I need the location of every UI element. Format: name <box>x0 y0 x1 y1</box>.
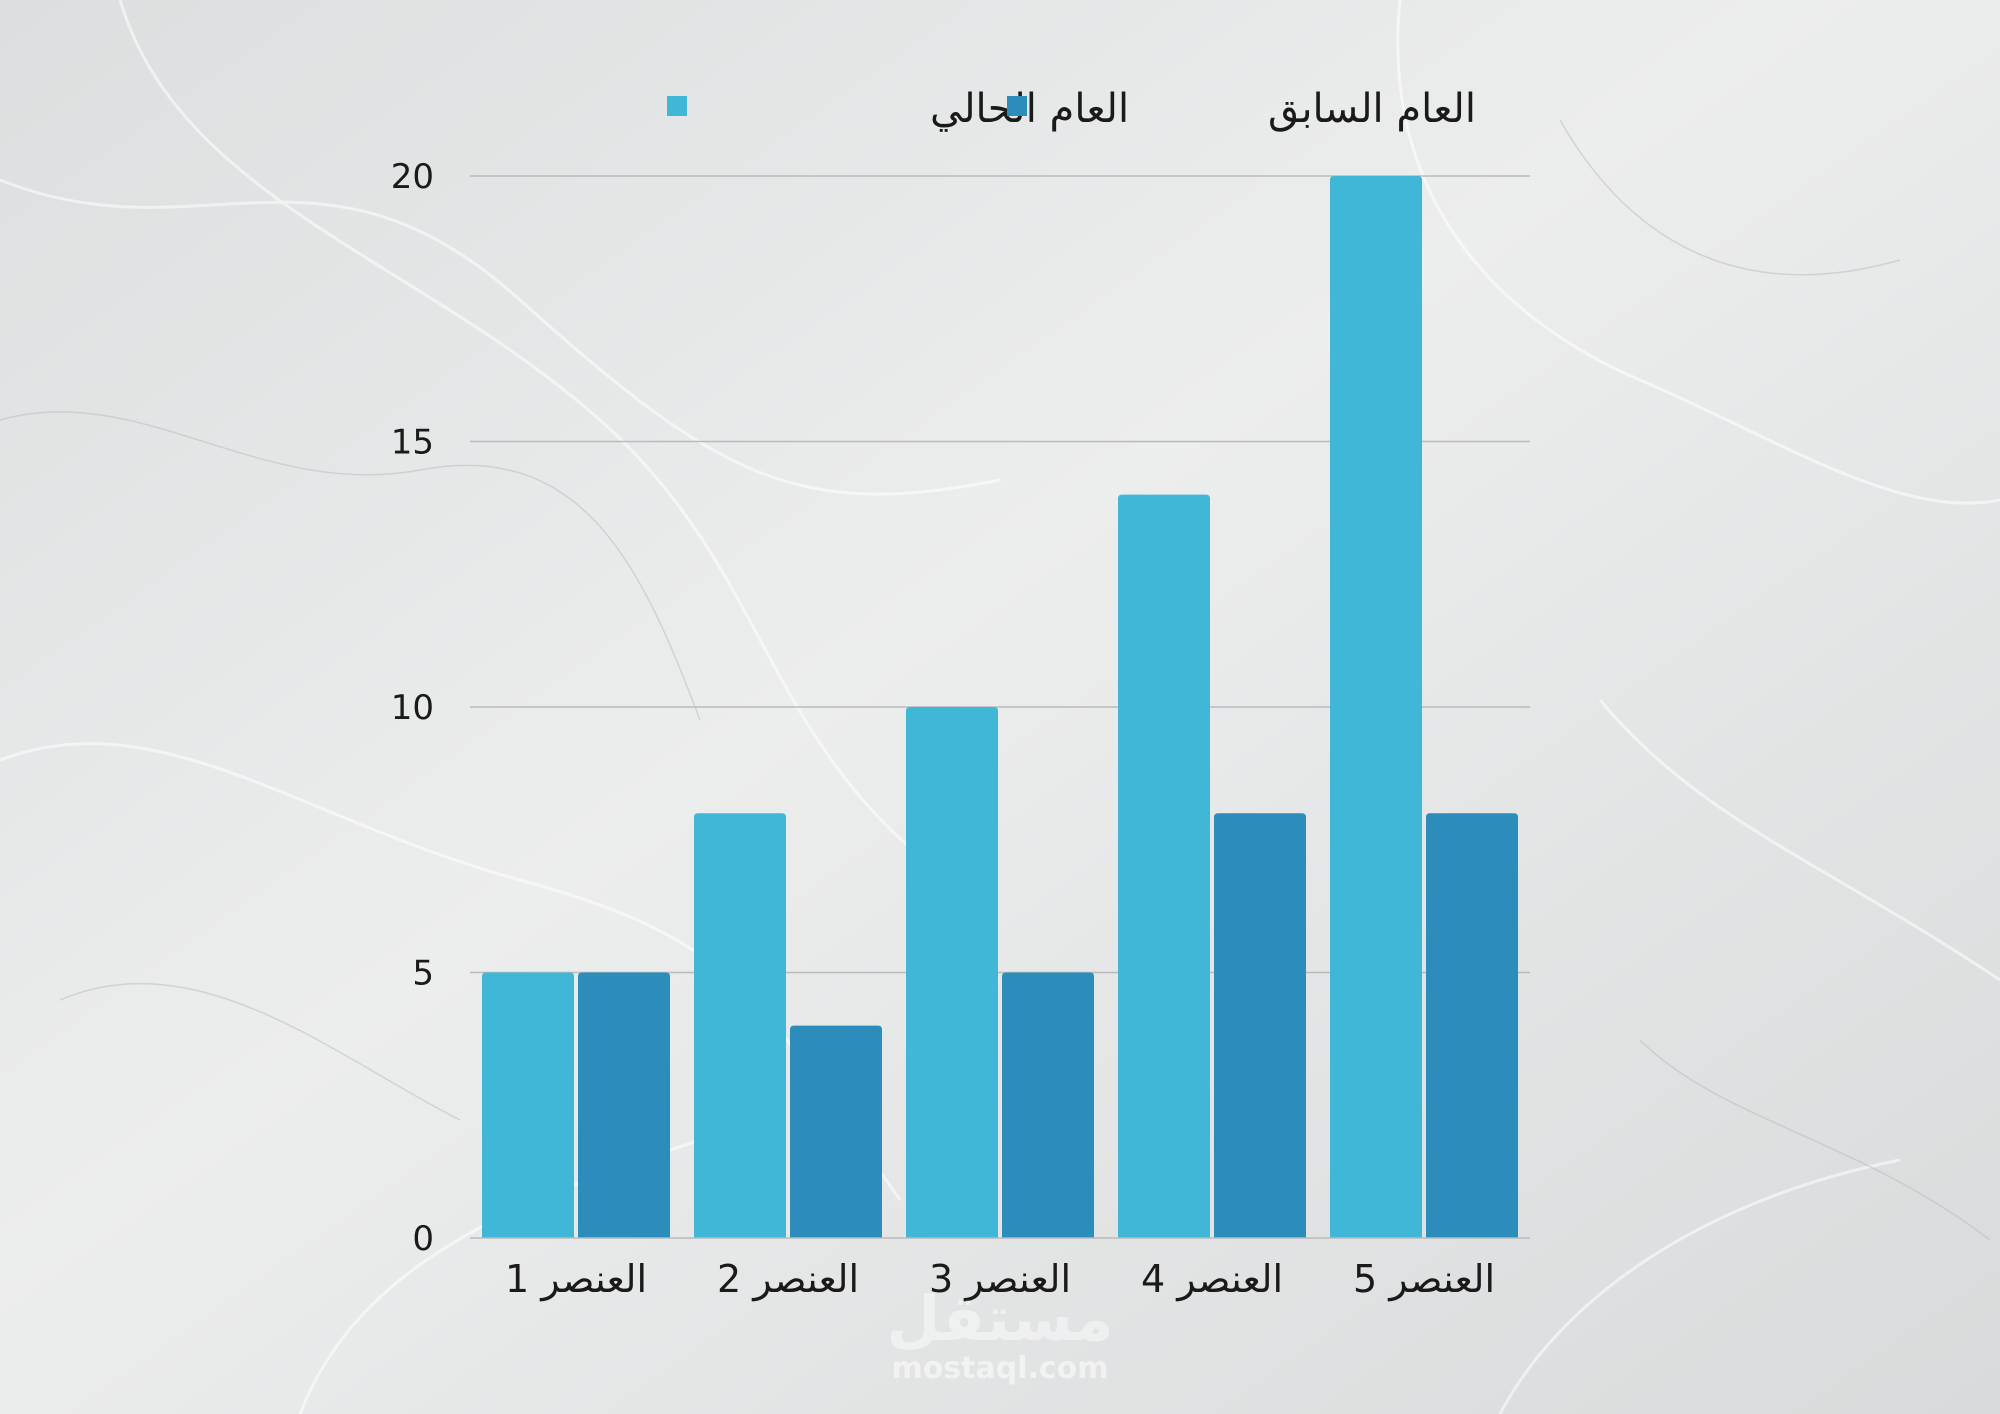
bar-previous-4 <box>1214 813 1306 1238</box>
bar-previous-2 <box>790 1025 882 1238</box>
bar-current-4 <box>1118 494 1210 1239</box>
x-category-label: العنصر 2 <box>717 1257 859 1302</box>
legend: العام الحالي العام السابق <box>667 86 1476 132</box>
bar-current-5 <box>1330 176 1422 1238</box>
x-axis-labels: العنصر 1 العنصر 2 العنصر 3 العنصر 4 العنصر 5 <box>505 1257 1495 1302</box>
bar-previous-5 <box>1426 813 1518 1238</box>
legend-label-current: العام الحالي <box>930 86 1129 132</box>
y-tick-label: 5 <box>412 954 434 994</box>
legend-label-previous: العام السابق <box>1268 86 1476 132</box>
watermark-logo: مستقل <box>887 1282 1114 1355</box>
x-category-label: العنصر 5 <box>1353 1257 1495 1302</box>
bars <box>482 176 1518 1239</box>
legend-swatch-previous <box>1007 96 1027 116</box>
bar-current-1 <box>482 972 574 1238</box>
y-tick-label: 20 <box>391 157 434 197</box>
watermark-site: mostaql.com <box>891 1351 1108 1386</box>
bar-previous-1 <box>578 972 670 1238</box>
x-category-label: العنصر 3 <box>929 1257 1071 1302</box>
bar-current-2 <box>694 813 786 1238</box>
y-axis-ticks: 0 5 10 15 20 <box>391 157 434 1259</box>
y-tick-label: 10 <box>391 688 434 728</box>
bar-previous-3 <box>1002 972 1094 1238</box>
watermark: مستقل mostaql.com <box>887 1282 1114 1386</box>
bar-current-3 <box>906 707 998 1238</box>
y-tick-label: 15 <box>391 423 434 463</box>
y-tick-label: 0 <box>412 1219 434 1259</box>
legend-swatch-current <box>667 96 687 116</box>
x-category-label: العنصر 1 <box>505 1257 647 1302</box>
x-category-label: العنصر 4 <box>1141 1257 1283 1302</box>
